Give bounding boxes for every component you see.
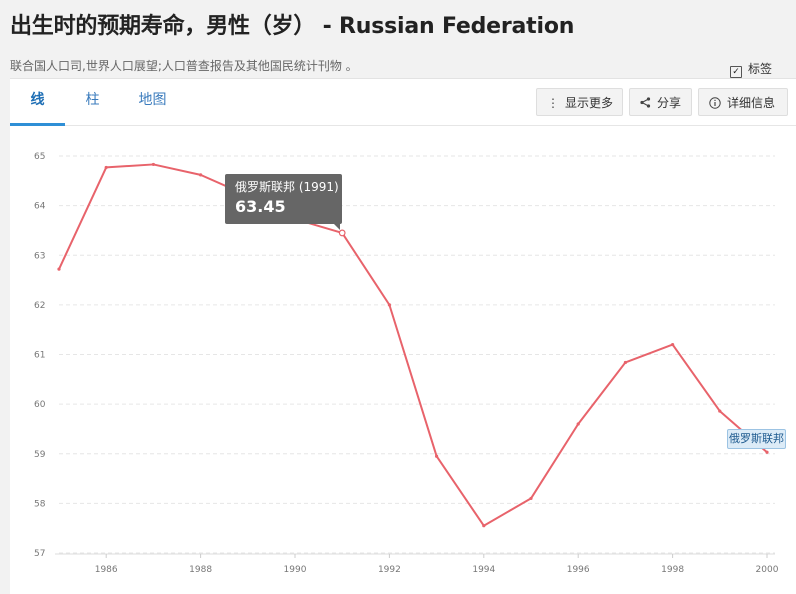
x-tick-label: 1998 <box>661 565 684 575</box>
labels-toggle-label: 标签 <box>748 62 773 76</box>
data-point <box>199 173 203 177</box>
data-point <box>576 422 580 426</box>
data-point <box>482 524 486 528</box>
x-tick-label: 1992 <box>378 565 401 575</box>
tooltip-value: 63.45 <box>235 197 286 216</box>
y-tick-label: 62 <box>34 301 45 311</box>
data-point <box>151 162 155 167</box>
tab-bar[interactable]: 柱 <box>85 92 100 108</box>
y-tick-label: 60 <box>34 400 46 410</box>
x-tick-label: 1996 <box>567 565 590 575</box>
tab-map[interactable]: 地图 <box>138 92 167 108</box>
x-tick-label: 1994 <box>472 565 495 575</box>
highlighted-point <box>338 229 346 237</box>
vertical-dots-icon: ⋮ <box>547 96 559 110</box>
data-point <box>765 450 769 454</box>
details-label: 详细信息 <box>727 96 776 110</box>
data-point <box>387 303 391 307</box>
y-tick-label: 65 <box>34 152 45 162</box>
data-point <box>718 409 722 413</box>
x-tick-label: 1990 <box>284 565 307 575</box>
chart-panel: 线 柱 地图 ⋮ 显示更多 分享 详细信息 <box>10 78 796 594</box>
info-icon <box>709 89 721 117</box>
y-tick-label: 64 <box>34 202 46 212</box>
y-tick-label: 61 <box>34 351 45 361</box>
data-point <box>529 496 533 501</box>
details-button[interactable]: 详细信息 <box>698 88 788 116</box>
share-label: 分享 <box>657 96 682 110</box>
data-point <box>671 342 675 347</box>
page-title: 出生时的预期寿命，男性（岁） - Russian Federation <box>10 14 575 39</box>
x-tick-label: 1988 <box>189 565 212 575</box>
x-tick-label: 1986 <box>95 565 118 575</box>
y-tick-label: 57 <box>34 549 45 559</box>
y-tick-label: 59 <box>34 450 46 460</box>
show-more-button[interactable]: ⋮ 显示更多 <box>536 88 623 116</box>
chart-tabs: 线 柱 地图 ⋮ 显示更多 分享 详细信息 <box>10 79 796 126</box>
show-more-label: 显示更多 <box>565 96 614 110</box>
data-source[interactable]: 联合国人口司,世界人口展望;人口普查报告及其他国民统计刊物 。 <box>10 59 358 73</box>
labels-toggle[interactable]: ✓ 标签 <box>730 60 772 78</box>
x-tick-label: 2000 <box>756 565 779 575</box>
data-point <box>435 454 439 458</box>
tab-line[interactable]: 线 <box>10 79 65 126</box>
data-point <box>57 267 61 271</box>
series-end-label[interactable]: 俄罗斯联邦 <box>727 429 786 449</box>
data-point <box>623 360 628 365</box>
series-line <box>58 163 768 527</box>
share-icon <box>640 89 651 117</box>
share-button[interactable]: 分享 <box>629 88 692 116</box>
y-tick-label: 58 <box>34 499 46 509</box>
labels-checkbox[interactable]: ✓ <box>730 66 742 78</box>
data-point <box>104 165 108 170</box>
y-tick-label: 63 <box>34 251 45 261</box>
tooltip-series-name: 俄罗斯联邦 (1991) <box>235 180 339 194</box>
tooltip-arrow <box>334 224 340 230</box>
data-tooltip: 俄罗斯联邦 (1991) 63.45 <box>225 174 342 230</box>
